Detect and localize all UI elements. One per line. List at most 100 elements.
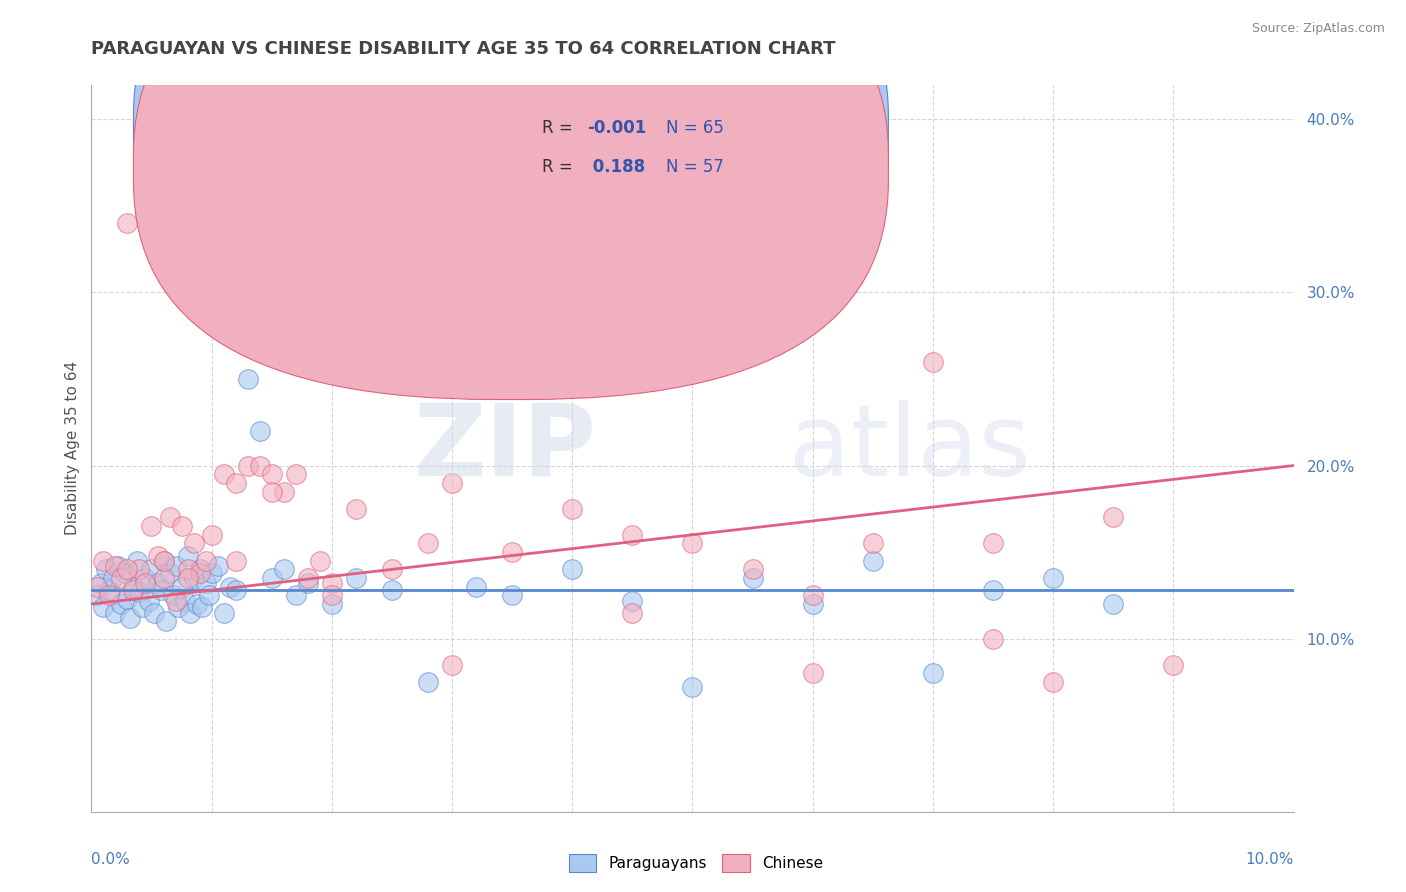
Point <box>1042 674 1064 689</box>
Point <box>155 615 177 629</box>
Point <box>110 597 132 611</box>
Point <box>186 597 208 611</box>
Point <box>273 484 295 499</box>
Point <box>152 554 174 568</box>
Point <box>98 583 121 598</box>
Point <box>191 600 214 615</box>
Point <box>128 562 150 576</box>
Point <box>922 354 945 368</box>
Text: ZIP: ZIP <box>413 400 596 497</box>
FancyBboxPatch shape <box>134 0 889 361</box>
Point <box>104 606 127 620</box>
Point <box>1161 657 1184 672</box>
Point <box>118 611 141 625</box>
Point <box>131 600 153 615</box>
Legend: Paraguayans, Chinese: Paraguayans, Chinese <box>561 846 831 880</box>
Point <box>297 571 319 585</box>
Point <box>681 536 703 550</box>
Point <box>183 536 205 550</box>
Point <box>561 501 583 516</box>
Point <box>621 593 644 607</box>
Point <box>138 593 160 607</box>
Text: N = 65: N = 65 <box>666 120 724 137</box>
Point <box>117 216 139 230</box>
Point <box>741 571 763 585</box>
Point <box>1102 510 1125 524</box>
Point <box>922 666 945 681</box>
Point <box>381 583 404 598</box>
Point <box>801 666 824 681</box>
Point <box>86 588 108 602</box>
Point <box>194 576 217 591</box>
Point <box>94 562 117 576</box>
FancyBboxPatch shape <box>134 0 889 400</box>
Point <box>236 458 259 473</box>
Point <box>981 632 1004 646</box>
Point <box>249 458 271 473</box>
Point <box>501 588 523 602</box>
Point <box>1102 597 1125 611</box>
Point <box>621 606 644 620</box>
Point <box>159 566 181 580</box>
Point <box>176 549 198 563</box>
Point <box>141 519 163 533</box>
Point <box>297 576 319 591</box>
Point <box>98 588 121 602</box>
Point <box>198 588 221 602</box>
Point <box>501 545 523 559</box>
Point <box>981 536 1004 550</box>
Text: N = 57: N = 57 <box>666 158 724 176</box>
Point <box>170 580 193 594</box>
Point <box>101 571 124 585</box>
Text: -0.001: -0.001 <box>586 120 645 137</box>
Point <box>146 576 169 591</box>
Point <box>801 597 824 611</box>
Point <box>122 580 145 594</box>
Point <box>344 571 367 585</box>
Point <box>150 583 173 598</box>
Text: 0.188: 0.188 <box>586 158 645 176</box>
Point <box>284 588 307 602</box>
Point <box>416 674 439 689</box>
Point <box>125 554 148 568</box>
Point <box>201 277 224 291</box>
Point <box>122 583 145 598</box>
Point <box>321 588 343 602</box>
Point <box>179 606 201 620</box>
Point <box>134 576 156 591</box>
Point <box>260 571 283 585</box>
Point <box>167 600 190 615</box>
Point <box>142 606 165 620</box>
Point <box>862 536 884 550</box>
Point <box>225 475 247 490</box>
Point <box>225 554 247 568</box>
Point <box>165 558 187 573</box>
Point <box>249 424 271 438</box>
Y-axis label: Disability Age 35 to 64: Disability Age 35 to 64 <box>65 361 80 535</box>
Point <box>93 600 115 615</box>
Point <box>176 562 198 576</box>
Point <box>441 475 464 490</box>
Point <box>162 588 184 602</box>
Point <box>141 562 163 576</box>
Point <box>218 580 240 594</box>
Point <box>194 554 217 568</box>
Point <box>152 571 174 585</box>
Point <box>260 467 283 482</box>
Point <box>284 467 307 482</box>
Point <box>981 583 1004 598</box>
Point <box>321 576 343 591</box>
Text: Source: ZipAtlas.com: Source: ZipAtlas.com <box>1251 22 1385 36</box>
Point <box>1042 571 1064 585</box>
Point <box>159 510 181 524</box>
Point <box>441 657 464 672</box>
Point <box>212 467 235 482</box>
Text: R =: R = <box>543 120 578 137</box>
Point <box>117 562 139 576</box>
Point <box>90 576 112 591</box>
Point <box>152 554 174 568</box>
Point <box>165 593 187 607</box>
Point <box>681 680 703 694</box>
Text: R =: R = <box>543 158 578 176</box>
Point <box>201 528 224 542</box>
